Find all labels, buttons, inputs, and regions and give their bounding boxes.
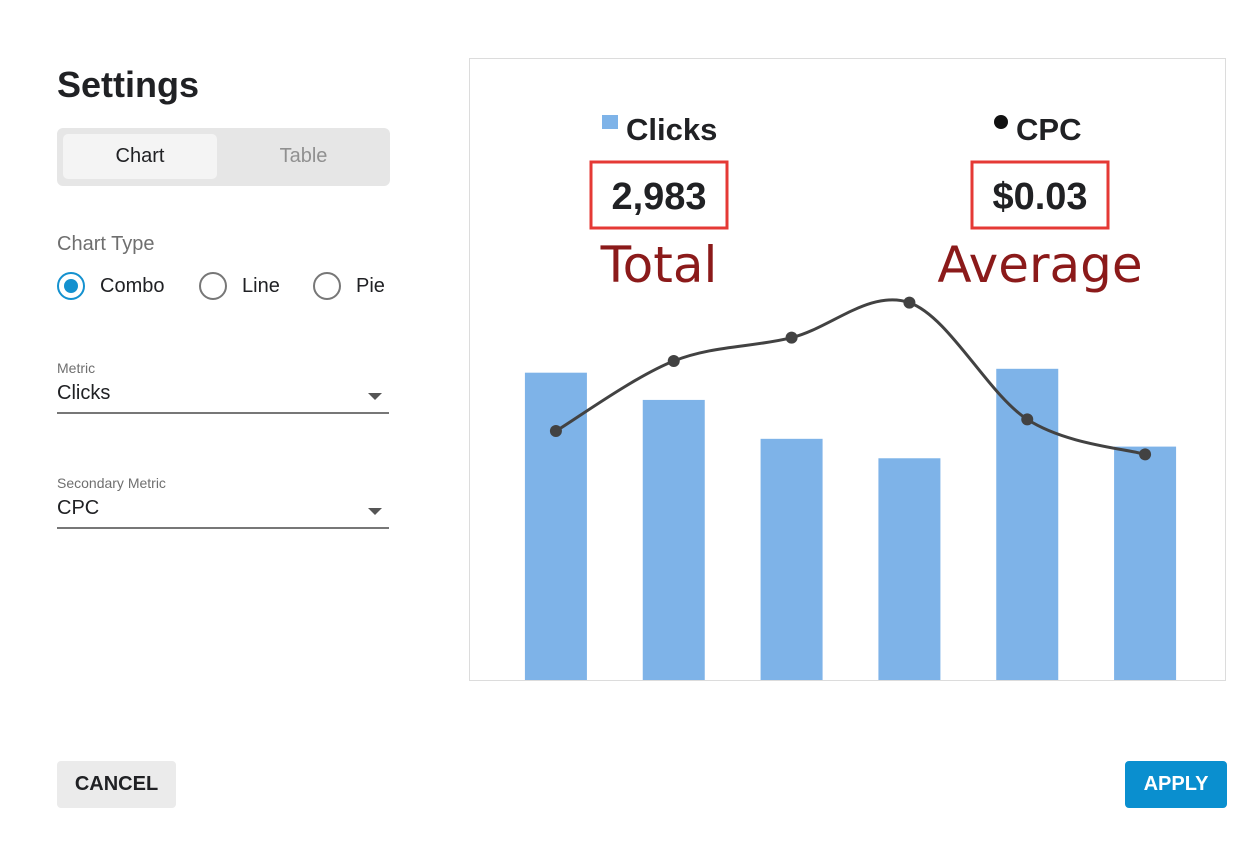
legend-swatch-clicks — [602, 115, 618, 129]
tab-chart[interactable]: Chart — [63, 134, 217, 179]
bar — [760, 438, 823, 680]
radio-unchecked-icon — [313, 272, 341, 300]
bar — [1114, 446, 1177, 680]
combo-chart: Clicks 2,983 Total CPC $0.03 Average — [524, 112, 1177, 680]
radio-combo[interactable]: Combo — [57, 272, 164, 300]
line-series-cpc — [555, 298, 1146, 456]
highlight-box — [589, 160, 729, 230]
legend-label-cpc: CPC — [1016, 112, 1081, 147]
radio-line[interactable]: Line — [199, 272, 280, 300]
radio-label: Line — [242, 274, 280, 297]
page-title: Settings — [57, 64, 200, 105]
view-toggle: Chart Table — [57, 128, 390, 186]
secondary-metric-label: Secondary Metric — [57, 475, 166, 491]
caret-down-icon — [368, 508, 382, 515]
radio-pie[interactable]: Pie — [313, 272, 385, 300]
secondary-value: $0.03 — [992, 176, 1087, 218]
radio-label: Combo — [100, 274, 165, 297]
line-point — [785, 331, 798, 344]
secondary-metric-dropdown[interactable]: CPC — [57, 497, 389, 529]
bar — [524, 372, 587, 680]
line-point — [549, 425, 562, 438]
line-point — [903, 296, 916, 309]
metric-value: Clicks — [57, 382, 111, 404]
line-point — [1139, 448, 1152, 461]
radio-label: Pie — [356, 274, 385, 297]
line-point — [667, 355, 680, 368]
metric-select: Metric Clicks — [57, 360, 389, 414]
caret-down-icon — [368, 393, 382, 400]
legend-label-clicks: Clicks — [626, 112, 717, 147]
primary-annotation: Total — [600, 236, 718, 294]
secondary-annotation: Average — [937, 236, 1142, 294]
bar — [878, 458, 941, 680]
tab-table[interactable]: Table — [279, 145, 328, 167]
radio-checked-icon — [57, 272, 85, 300]
legend-marker-cpc — [994, 115, 1008, 129]
line-point — [1021, 413, 1034, 426]
bar-series-clicks — [524, 368, 1177, 680]
point-series-cpc — [549, 296, 1152, 461]
secondary-metric-select: Secondary Metric CPC — [57, 475, 389, 529]
primary-value: 2,983 — [611, 176, 706, 218]
bar — [642, 399, 705, 680]
highlight-box — [970, 160, 1110, 230]
apply-button[interactable]: APPLY — [1125, 761, 1227, 808]
metric-label: Metric — [57, 360, 96, 376]
metric-dropdown[interactable]: Clicks — [57, 382, 389, 414]
chart-preview: Clicks 2,983 Total CPC $0.03 Average — [469, 58, 1226, 681]
secondary-metric-value: CPC — [57, 497, 100, 519]
radio-unchecked-icon — [199, 272, 227, 300]
cancel-button[interactable]: CANCEL — [57, 761, 176, 808]
chart-type-label: Chart Type — [57, 233, 155, 255]
